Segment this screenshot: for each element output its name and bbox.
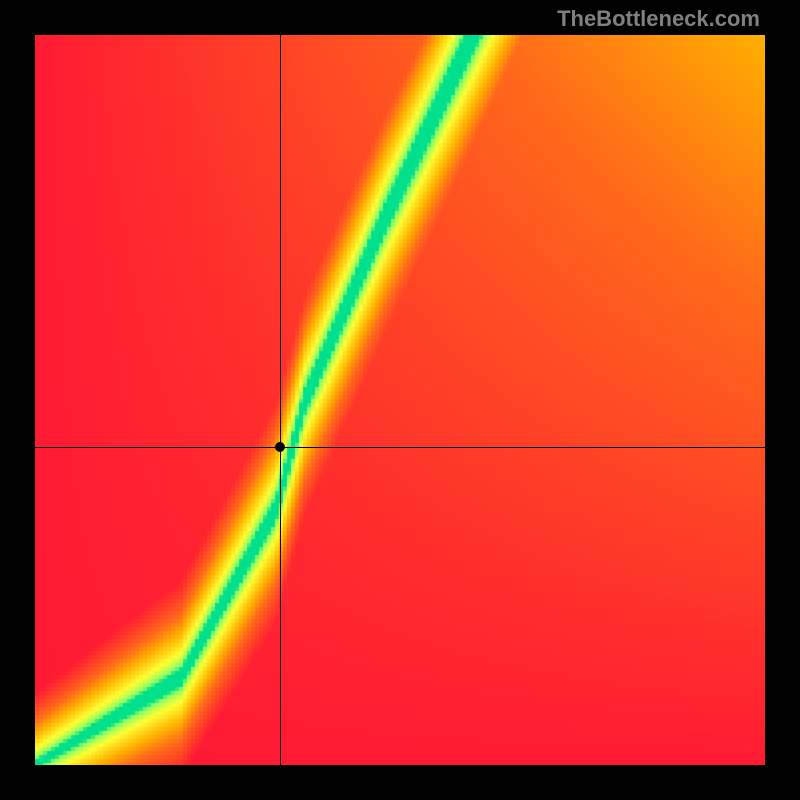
heatmap-canvas [35,35,765,765]
attribution-text: TheBottleneck.com [557,6,760,32]
heatmap-plot [35,35,765,765]
crosshair-horizontal [35,447,765,448]
crosshair-vertical [280,35,281,765]
crosshair-marker [275,442,285,452]
